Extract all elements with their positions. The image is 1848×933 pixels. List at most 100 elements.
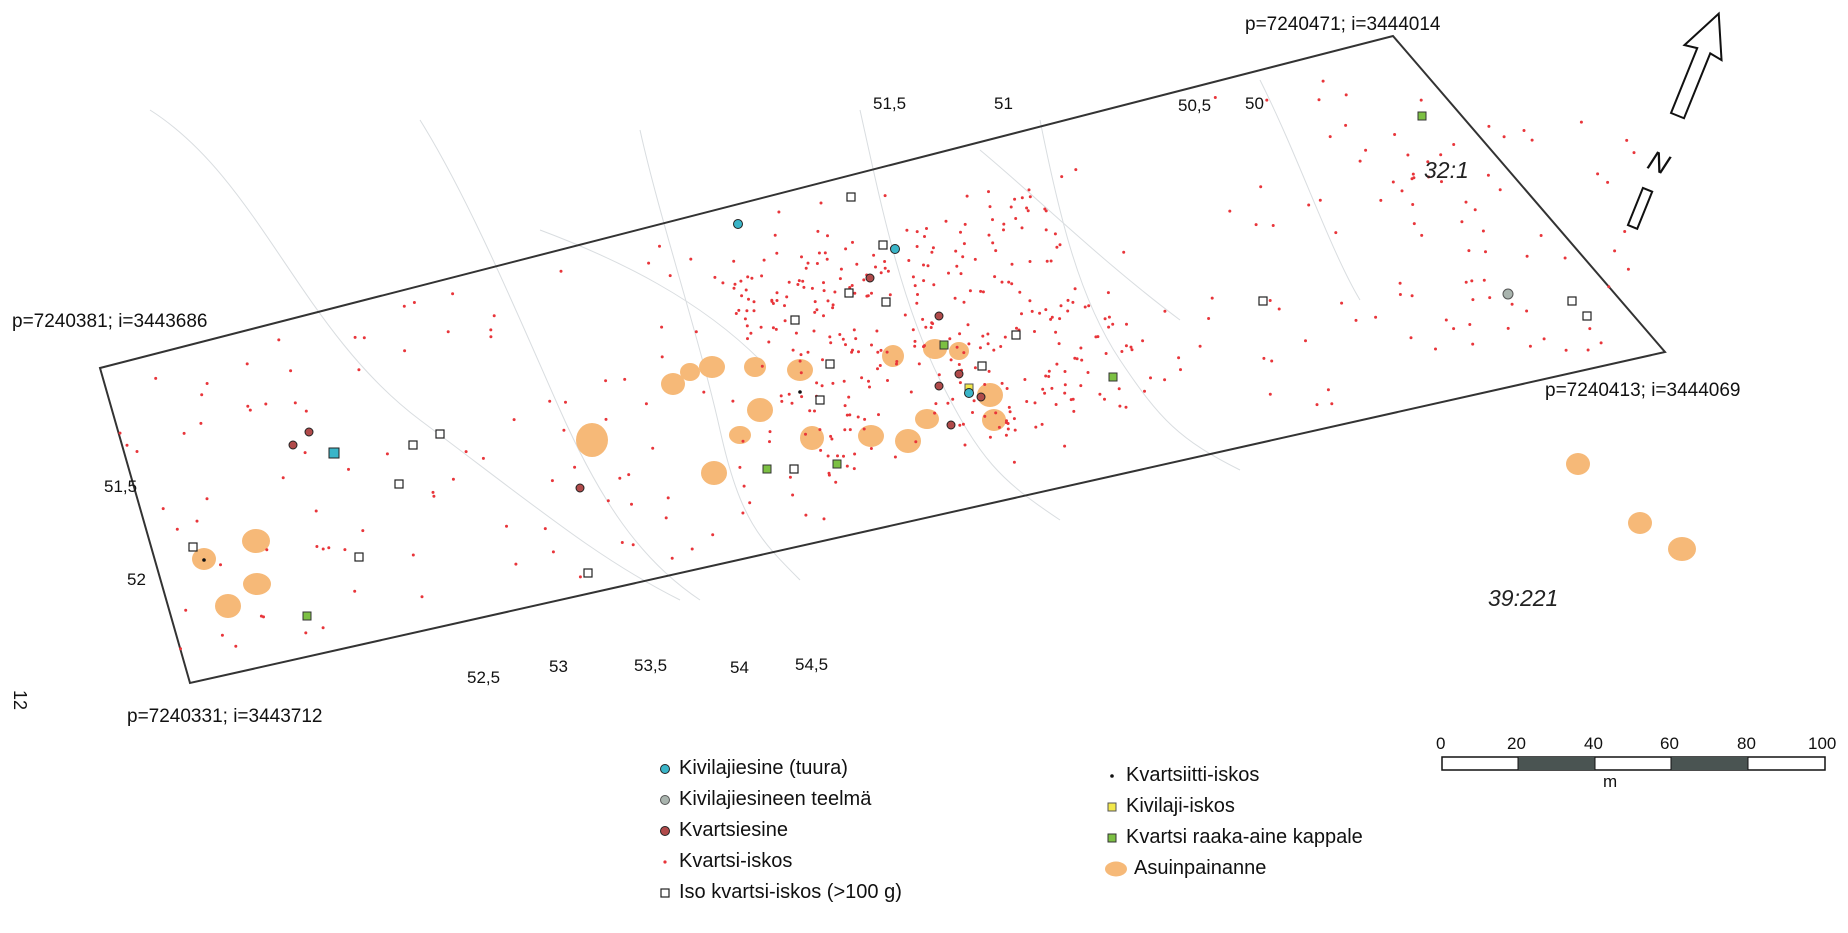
quartz-flake: [991, 241, 995, 245]
legend-item: Kivilajiesine (tuura): [657, 753, 902, 784]
quartz-flake: [853, 452, 857, 456]
quartz-flake: [1177, 356, 1181, 360]
quartz-flake: [154, 376, 158, 380]
quartz-flake: [921, 317, 925, 321]
quartz-flake: [1015, 326, 1018, 330]
quartz-flake: [604, 417, 608, 421]
quartz-raw-material: [1417, 111, 1427, 121]
quartz-flake: [1049, 317, 1053, 321]
quartz-flake: [1506, 326, 1510, 330]
quartz-flake: [963, 443, 967, 447]
quartz-flake: [1120, 350, 1124, 353]
quartz-flake: [281, 476, 285, 480]
quartz-flake: [1006, 427, 1010, 431]
large-quartz-flake: [977, 361, 987, 371]
quartz-flake: [161, 507, 165, 511]
scale-tick-label: 80: [1737, 734, 1756, 753]
quartz-flake: [1452, 143, 1456, 146]
quartz-flake: [777, 210, 781, 214]
legend-label: Kvartsiitti-iskos: [1126, 764, 1260, 786]
quartz-flake: [184, 608, 188, 612]
quartz-flake: [1481, 229, 1485, 233]
quartz-flake: [289, 369, 293, 373]
quartz-flake: [958, 381, 962, 385]
quartz-flake: [838, 333, 842, 336]
quartz-flake: [823, 251, 827, 255]
quartz-flake: [689, 257, 693, 261]
quartz-flake: [420, 595, 424, 599]
quartz-flake: [1412, 176, 1416, 180]
quartz-flake: [1002, 228, 1005, 232]
legend-label: Asuinpainanne: [1134, 857, 1267, 879]
quartz-flake: [845, 413, 849, 417]
quartz-artefact: [288, 440, 298, 450]
quartz-flake: [1063, 370, 1067, 373]
quartz-flake: [1044, 209, 1048, 213]
quartz-flake: [1419, 98, 1423, 102]
quartz-flake: [265, 548, 269, 552]
quartz-flake: [1379, 198, 1383, 202]
quartz-flake: [747, 297, 750, 301]
quartz-flake: [987, 190, 990, 194]
scale-bar: 0 20 40 60 80 100 m: [1436, 734, 1836, 791]
quartz-flake: [816, 229, 820, 233]
quartz-flake: [321, 547, 325, 551]
quartz-flake: [731, 399, 735, 403]
quartz-flake: [818, 428, 822, 432]
quartz-flake: [175, 527, 179, 531]
quartz-flake: [1607, 285, 1611, 289]
quartz-flake: [1563, 256, 1567, 260]
quartz-flake: [831, 303, 835, 307]
quartz-artefact: [954, 369, 964, 379]
quartz-flake: [1304, 339, 1307, 343]
quartz-flake: [1103, 317, 1107, 321]
quartz-flake: [797, 279, 801, 283]
quartz-flake: [875, 329, 879, 333]
quartz-flake: [869, 447, 873, 450]
quartz-flake: [385, 452, 389, 456]
quartz-flake: [991, 218, 994, 222]
quartz-flake: [347, 467, 350, 471]
quartz-flake: [732, 286, 736, 290]
quartz-flake: [819, 448, 823, 452]
quartz-flake: [1087, 304, 1091, 308]
quartz-flake: [721, 281, 725, 285]
quartz-flake: [1525, 309, 1529, 313]
quartz-flake: [779, 394, 783, 398]
quartz-flake: [343, 548, 347, 552]
quartz-raw-material: [302, 611, 312, 621]
quartz-flake: [1043, 391, 1047, 395]
quartz-flake: [738, 465, 742, 469]
quartz-flake: [562, 428, 566, 432]
dwelling-pit: [882, 345, 904, 367]
quartz-flake: [913, 284, 917, 288]
quartz-flake: [847, 395, 851, 399]
quartz-flake: [618, 476, 622, 480]
stone-artefact: [328, 447, 340, 459]
quartz-flake: [749, 331, 753, 335]
quartz-flake: [623, 377, 627, 381]
dwelling-pit: [915, 409, 939, 429]
quartz-flakes: [118, 79, 1636, 651]
legend-item: Kvartsi raaka-aine kappale: [1104, 822, 1363, 853]
quartz-artefact: [934, 381, 944, 391]
quartz-flake: [647, 261, 651, 265]
quartz-flake: [752, 309, 756, 313]
quartz-flake: [1086, 371, 1090, 374]
quartz-flake: [1079, 346, 1083, 350]
quartz-flake: [741, 511, 745, 515]
quartz-flake: [966, 323, 970, 327]
quartz-flake: [550, 479, 554, 483]
large-quartz-flake: [878, 240, 888, 250]
quartz-flake: [796, 283, 800, 286]
legend-item: Iso kvartsi-iskos (>100 g): [657, 877, 902, 908]
quartz-flake: [978, 346, 982, 350]
quartz-flake: [402, 304, 406, 308]
quartz-flake: [205, 497, 209, 501]
quartz-flake: [868, 385, 871, 389]
quartz-flake: [1262, 356, 1266, 360]
page-number: 12: [10, 690, 30, 710]
quartz-flake: [877, 413, 880, 417]
quartz-flake: [828, 335, 832, 339]
quartz-flake: [627, 473, 631, 477]
